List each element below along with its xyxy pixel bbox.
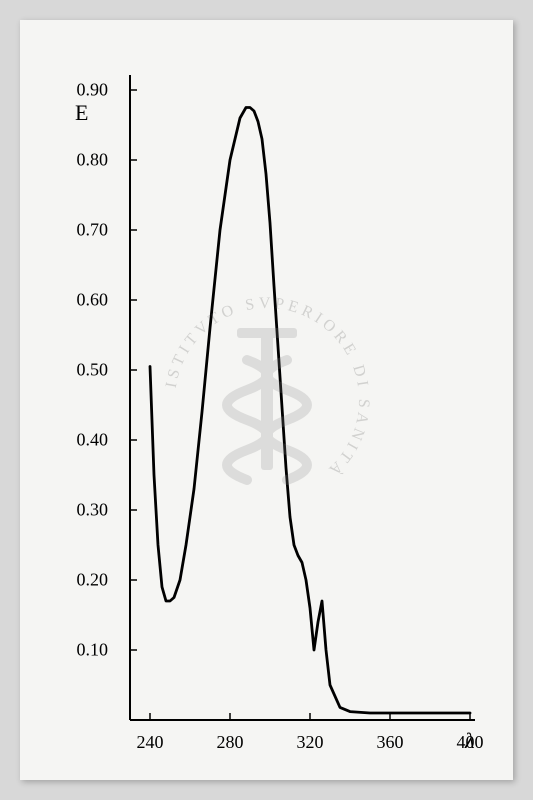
x-tick-label: 280 [217,732,244,753]
photo-frame: E λ 0.100.200.300.400.500.600.700.800.90… [20,20,513,780]
x-tick-label: 400 [457,732,484,753]
y-tick-label: 0.40 [77,430,109,451]
y-tick-label: 0.80 [77,150,109,171]
plot-svg [115,75,475,725]
y-ticks [130,90,137,650]
y-tick-label: 0.10 [77,640,109,661]
spectrum-curve [150,108,470,714]
y-tick-label: 0.20 [77,570,109,591]
y-tick-label: 0.70 [77,220,109,241]
y-tick-label: 0.90 [77,80,109,101]
y-axis-title: E [75,100,88,126]
y-tick-label: 0.50 [77,360,109,381]
y-tick-label: 0.30 [77,500,109,521]
x-tick-label: 360 [377,732,404,753]
x-tick-label: 240 [137,732,164,753]
x-tick-label: 320 [297,732,324,753]
y-tick-label: 0.60 [77,290,109,311]
